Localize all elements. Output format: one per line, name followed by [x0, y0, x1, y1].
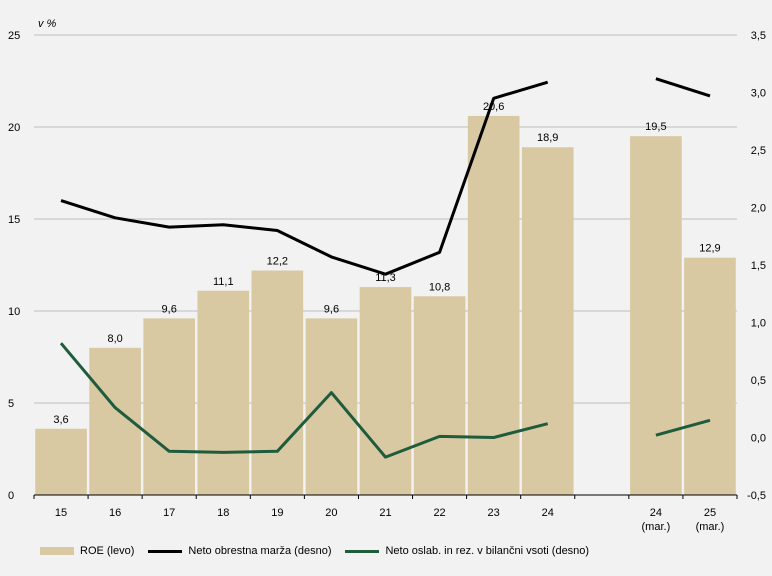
- roe-bar: [413, 296, 466, 495]
- legend-item-roe: ROE (levo): [40, 545, 134, 557]
- roe-data-label: 10,8: [429, 281, 450, 293]
- y-right-tick-label: 3,5: [751, 30, 766, 42]
- legend-item-margin: Neto obrestna marža (desno): [148, 545, 331, 557]
- roe-bar: [359, 287, 412, 495]
- legend-swatch-margin: [148, 549, 183, 553]
- legend-swatch-impairments: [345, 549, 380, 553]
- y-right-tick-label: 2,0: [751, 203, 766, 215]
- legend-label-roe: ROE (levo): [80, 545, 135, 557]
- roe-bar: [684, 257, 736, 495]
- x-tick-label: (mar.): [642, 521, 671, 533]
- roe-bar: [251, 270, 304, 495]
- y-right-tick-label: 0,0: [751, 433, 766, 445]
- roe-bar: [143, 318, 196, 495]
- y-left-tick-label: 5: [8, 398, 14, 410]
- roe-data-label: 18,9: [537, 132, 558, 144]
- data-labels: 3,6 8,0 9,6 11,1 12,2 9,6 11,3 10,8 20,6 18,9 19,5…: [53, 101, 720, 426]
- bar-series: [35, 115, 736, 496]
- legend: ROE (levo) Neto obrestna marža (desno) N…: [40, 543, 603, 559]
- axes: 0 5 10 15 20 25 -0,5 0,0 0,5 1,0 1,5 2,0 2,5 3,0 3,5 15…: [8, 30, 766, 533]
- y-left-tick-label: 10: [8, 306, 20, 318]
- roe-data-label: 20,6: [483, 101, 504, 113]
- impairments-line: [655, 418, 711, 437]
- x-tick-label: 20: [325, 507, 337, 519]
- x-tick-label: (mar.): [696, 521, 725, 533]
- roe-data-label: 8,0: [107, 333, 122, 345]
- roe-bar: [197, 290, 250, 495]
- roe-data-label: 11,3: [375, 272, 396, 284]
- y-left-tick-label: 20: [8, 122, 20, 134]
- x-tick-label: 19: [271, 507, 283, 519]
- x-tick-label: 24: [542, 507, 554, 519]
- net-interest-margin-line: [60, 80, 549, 276]
- legend-swatch-roe: [40, 547, 74, 555]
- roe-data-label: 19,5: [645, 121, 666, 133]
- x-tick-label: 21: [379, 507, 391, 519]
- roe-data-label: 3,6: [53, 414, 68, 426]
- x-tick-label: 22: [433, 507, 445, 519]
- y-left-tick-label: 0: [8, 490, 14, 502]
- legend-item-impairments: Neto oslab. in rez. v bilančni vsoti (de…: [345, 545, 589, 557]
- x-tick-label: 24: [650, 507, 662, 519]
- roe-data-label: 11,1: [213, 276, 234, 288]
- y-left-tick-label: 15: [8, 214, 20, 226]
- x-tick-label: 16: [109, 507, 121, 519]
- roe-data-label: 9,6: [324, 303, 339, 315]
- roe-data-label: 9,6: [162, 303, 177, 315]
- gridlines: [34, 34, 737, 404]
- x-tick-label: 25: [704, 507, 716, 519]
- x-tick-label: 18: [217, 507, 229, 519]
- roe-data-label: 12,2: [267, 256, 288, 268]
- y-right-tick-label: 3,0: [751, 88, 766, 100]
- impairments-line: [59, 342, 549, 459]
- roe-bar: [35, 428, 87, 495]
- net-interest-margin-line: [655, 77, 711, 98]
- y-right-tick-label: 1,0: [751, 318, 766, 330]
- y-right-tick-label: 2,5: [751, 145, 766, 157]
- x-tick-label: 15: [55, 507, 67, 519]
- roe-bar: [630, 136, 682, 495]
- y-right-tick-label: 1,5: [751, 260, 766, 272]
- legend-label-margin: Neto obrestna marža (desno): [188, 545, 332, 557]
- line-series: [59, 77, 711, 459]
- y-right-tick-label: -0,5: [747, 490, 766, 502]
- x-tick-label: 17: [163, 507, 175, 519]
- roe-bar: [521, 147, 574, 496]
- legend-label-impairments: Neto oslab. in rez. v bilančni vsoti (de…: [385, 545, 590, 557]
- unit-label: v %: [38, 18, 57, 30]
- roe-bar: [305, 318, 358, 495]
- roe-data-label: 12,9: [699, 243, 720, 255]
- y-right-tick-label: 0,5: [751, 375, 766, 387]
- x-tick-label: 23: [488, 507, 500, 519]
- y-left-tick-label: 25: [8, 30, 20, 42]
